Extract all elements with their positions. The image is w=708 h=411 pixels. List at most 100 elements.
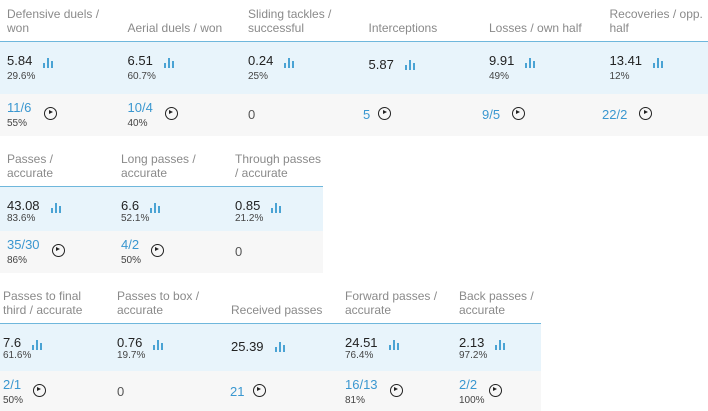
column-header-through-passes-accurate: Through passes / accurate <box>235 152 322 180</box>
bar-chart-icon-bar <box>653 63 655 68</box>
play-video-icon[interactable] <box>164 107 178 120</box>
average-value: 43.08 <box>7 198 40 213</box>
total-value[interactable]: 9/5 <box>482 107 501 122</box>
play-video-icon[interactable] <box>639 107 653 120</box>
bar-chart-icon-bar <box>408 60 411 70</box>
bar-chart-icon-bar <box>412 63 415 70</box>
total-value[interactable]: 2/2 <box>459 377 478 392</box>
bar-chart-icon[interactable] <box>274 342 286 352</box>
bar-chart-icon-bar <box>388 345 391 350</box>
header-row: Defensive duels / won Aerial duels / won Sl… <box>0 0 708 41</box>
header-row: Passes to final third / accurate Passes to… <box>0 274 541 323</box>
total-percent: 100% <box>459 395 485 406</box>
total-percent: 50% <box>3 395 24 406</box>
bar-chart-icon-bar <box>392 340 395 350</box>
total-percent: 86% <box>7 255 28 266</box>
bar-chart-icon-bar <box>503 343 506 350</box>
average-percent: 21.2% <box>235 213 264 224</box>
total-value[interactable]: 22/2 <box>602 107 628 122</box>
bar-chart-icon-bar <box>278 342 281 352</box>
bar-chart-icon[interactable] <box>50 203 62 213</box>
bar-chart-icon-bar <box>39 343 42 350</box>
column-header-passes-to-box-accurate: Passes to box / accurate <box>117 289 200 317</box>
bar-chart-icon-bar <box>529 58 532 68</box>
bar-chart-icon-bar <box>35 340 38 350</box>
bar-chart-icon-bar <box>282 345 285 352</box>
total-value[interactable]: 5 <box>363 107 371 122</box>
total-value[interactable]: 2/1 <box>3 377 22 392</box>
section-advanced: Passes to final third / accurate Passes to… <box>0 274 541 411</box>
average-percent: 12% <box>609 71 630 82</box>
bar-chart-icon[interactable] <box>163 58 175 68</box>
bar-chart-icon-bar <box>51 61 54 68</box>
bar-chart-icon-bar <box>279 206 282 213</box>
bar-chart-icon[interactable] <box>271 203 282 213</box>
bar-chart-icon-bar <box>47 58 50 68</box>
average-percent: 60.7% <box>127 71 156 82</box>
play-video-icon[interactable] <box>389 384 403 397</box>
header-row: Passes / accurate Long passes / accurate Thr… <box>0 137 323 186</box>
bar-chart-icon-bar <box>153 203 156 213</box>
total-value[interactable]: 16/13 <box>345 377 378 392</box>
bar-chart-icon[interactable] <box>149 203 161 213</box>
bar-chart-icon-bar <box>58 206 61 213</box>
bar-chart-icon-bar <box>167 58 170 68</box>
play-video-icon[interactable] <box>150 244 164 257</box>
play-video-icon[interactable] <box>378 107 392 120</box>
bar-chart-icon[interactable] <box>31 340 43 350</box>
bar-chart-icon-bar <box>657 58 659 68</box>
average-percent: 25% <box>248 71 269 82</box>
column-header-defensive-duels-won: Defensive duels / won <box>7 7 100 35</box>
bar-chart-icon[interactable] <box>43 58 54 68</box>
total-value[interactable]: 4/2 <box>121 237 140 252</box>
total-value[interactable]: 10/4 <box>127 100 153 115</box>
column-header-back-passes-accurate: Back passes / accurate <box>459 289 534 317</box>
total-value: 0 <box>117 384 125 399</box>
total-percent: 55% <box>7 118 28 129</box>
average-value: 0.24 <box>248 53 274 68</box>
average-value: 2.13 <box>459 335 485 350</box>
bar-chart-icon[interactable] <box>495 340 506 350</box>
bar-chart-icon-bar <box>661 61 663 68</box>
play-video-icon[interactable] <box>51 244 65 257</box>
bar-chart-icon-bar <box>275 203 278 213</box>
average-value: 25.39 <box>231 339 264 354</box>
total-percent: 81% <box>345 395 366 406</box>
average-row: 5.84 29.6% 6.51 60.7% 0.24 25% 5.87 9.91 49% 13.4… <box>0 41 708 94</box>
bar-chart-icon[interactable] <box>153 340 164 350</box>
column-header-sliding-tackles-successful: Sliding tackles / successful <box>248 7 332 35</box>
bar-chart-icon-bar <box>284 63 287 68</box>
total-row: 11/6 55% 10/4 40% 0 5 9/5 22/2 <box>0 94 708 136</box>
average-value: 24.51 <box>345 335 378 350</box>
bar-chart-icon[interactable] <box>525 58 536 68</box>
average-percent: 29.6% <box>7 71 36 82</box>
play-video-icon[interactable] <box>252 384 266 397</box>
play-video-icon[interactable] <box>32 384 46 397</box>
average-value: 6.51 <box>127 53 153 68</box>
column-header-received-passes: Received passes <box>231 303 323 317</box>
bar-chart-icon-bar <box>288 58 291 68</box>
bar-chart-icon[interactable] <box>404 60 416 70</box>
bar-chart-icon-bar <box>157 340 160 350</box>
bar-chart-icon[interactable] <box>284 58 295 68</box>
bar-chart-icon-bar <box>292 61 295 68</box>
total-value[interactable]: 35/30 <box>7 237 40 252</box>
bar-chart-icon[interactable] <box>388 340 400 350</box>
average-value: 5.87 <box>368 57 394 72</box>
bar-chart-icon-bar <box>396 343 399 350</box>
bar-chart-icon[interactable] <box>653 58 664 68</box>
average-value: 5.84 <box>7 53 33 68</box>
bar-chart-icon-bar <box>31 345 34 350</box>
total-value[interactable]: 21 <box>230 384 245 399</box>
bar-chart-icon-bar <box>43 63 46 68</box>
total-value[interactable]: 11/6 <box>7 100 32 115</box>
bar-chart-icon-bar <box>149 208 152 213</box>
average-percent: 19.7% <box>117 350 146 361</box>
play-video-icon[interactable] <box>488 384 502 397</box>
total-row: 35/30 86% 4/2 50% 0 <box>0 231 323 273</box>
bar-chart-icon-bar <box>525 63 528 68</box>
column-header-forward-passes-accurate: Forward passes / accurate <box>345 289 438 317</box>
play-video-icon[interactable] <box>44 107 58 120</box>
play-video-icon[interactable] <box>511 107 525 120</box>
bar-chart-icon-bar <box>271 208 274 213</box>
